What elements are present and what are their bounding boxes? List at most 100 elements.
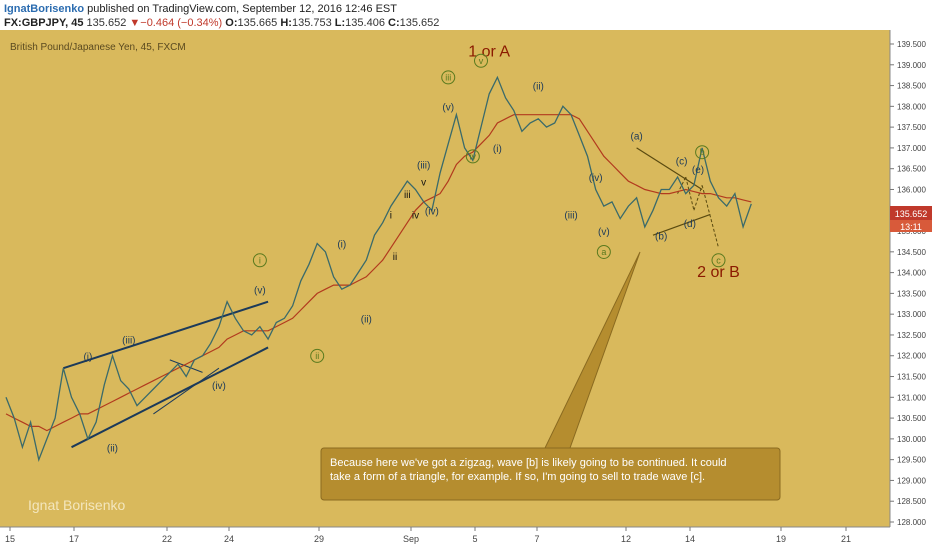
down-arrow-icon: ▼ bbox=[129, 17, 141, 29]
wave-label-minuette: (b) bbox=[655, 231, 667, 242]
y-tick-label: 129.500 bbox=[897, 456, 926, 465]
wave-circle-marker bbox=[252, 253, 267, 268]
x-tick-label: 24 bbox=[224, 534, 234, 544]
low-value: 135.406 bbox=[345, 17, 385, 29]
x-tick-label: 29 bbox=[314, 534, 324, 544]
projection-c bbox=[677, 176, 687, 194]
wave-label-minuette: (v) bbox=[598, 227, 610, 238]
plot-background bbox=[0, 30, 890, 527]
low-label: L: bbox=[334, 17, 346, 29]
wave-label-minor: ii bbox=[315, 351, 319, 361]
y-tick-label: 134.000 bbox=[897, 269, 926, 278]
symbol: FX:GBPJPY, 45 bbox=[4, 17, 84, 29]
high-value: 135.753 bbox=[291, 17, 332, 29]
y-tick-label: 130.500 bbox=[897, 414, 926, 423]
trendline-inner bbox=[153, 367, 220, 415]
wave-circle-marker bbox=[474, 53, 488, 68]
wave-circle-marker bbox=[441, 70, 456, 85]
publish-line: IgnatBorisenko published on TradingView.… bbox=[4, 3, 397, 15]
x-tick-label: 14 bbox=[685, 534, 695, 544]
wave-label-minuette: (i) bbox=[337, 240, 346, 251]
note-text: Because here we've got a zigzag, wave [b… bbox=[330, 457, 727, 483]
open-value: 135.665 bbox=[237, 17, 278, 29]
triangle-upper-line bbox=[636, 147, 703, 190]
wave-label-minuette: (iii) bbox=[417, 161, 430, 172]
x-tick-label: 19 bbox=[776, 534, 786, 544]
y-tick-label: 137.500 bbox=[897, 123, 926, 132]
wave-label-minor: i bbox=[259, 255, 261, 265]
wave-label-minuette: (d) bbox=[684, 219, 696, 230]
trendline-lower bbox=[71, 346, 269, 449]
wave-label-minuette: (v) bbox=[254, 285, 266, 296]
x-tick-label: 15 bbox=[5, 534, 15, 544]
y-tick-label: 138.000 bbox=[897, 102, 926, 111]
wave-circle-marker bbox=[596, 244, 611, 259]
y-tick-label: 136.500 bbox=[897, 165, 926, 174]
y-tick-label: 139.500 bbox=[897, 40, 926, 49]
price-change: −0.464 (−0.34%) bbox=[140, 17, 223, 29]
wave-label-minuette: (v) bbox=[442, 103, 454, 114]
y-tick-label: 129.000 bbox=[897, 476, 926, 485]
author-link[interactable]: IgnatBorisenko bbox=[4, 3, 85, 15]
published-text: published on TradingView.com, September … bbox=[87, 3, 397, 15]
wave-label-major: 2 or B bbox=[697, 264, 740, 281]
y-tick-label: 138.500 bbox=[897, 82, 926, 91]
wave-circle-marker bbox=[695, 145, 710, 160]
y-tick-label: 134.500 bbox=[897, 248, 926, 257]
wave-label-subminuette: i bbox=[390, 211, 392, 222]
wave-circle-marker bbox=[310, 348, 325, 363]
chart-header: IgnatBorisenko published on TradingView.… bbox=[0, 0, 932, 30]
high-label: H: bbox=[280, 17, 292, 29]
wave-label-minuette: (iv) bbox=[589, 173, 603, 184]
wave-label-minuette: (i) bbox=[83, 352, 92, 363]
wave-label-minuette: (ii) bbox=[107, 443, 118, 454]
wave-label-minuette: (a) bbox=[630, 132, 642, 143]
ohlc-line: FX:GBPJPY, 45 135.652 ▼−0.464 (−0.34%) O… bbox=[4, 17, 439, 29]
trendline-upper bbox=[63, 300, 269, 370]
note-callout: Because here we've got a zigzag, wave [b… bbox=[320, 251, 781, 501]
wave-label-minuette: (iv) bbox=[212, 381, 226, 392]
last-price: 135.652 bbox=[86, 17, 127, 29]
wave-label-minuette: (ii) bbox=[533, 82, 544, 93]
x-tick-label: 17 bbox=[69, 534, 79, 544]
wave-label-subminuette: ii bbox=[393, 252, 397, 263]
countdown-tag-text: 13:11 bbox=[900, 222, 922, 232]
open-label: O: bbox=[225, 17, 238, 29]
y-tick-label: 132.000 bbox=[897, 352, 926, 361]
countdown-tag bbox=[890, 220, 932, 232]
wave-label-subminuette: iv bbox=[412, 211, 419, 222]
wave-label-major: 1 or A bbox=[468, 43, 510, 60]
projection-wave-c bbox=[701, 185, 719, 248]
price-chart[interactable]: British Pound/Japanese Yen, 45, FXCM Ign… bbox=[0, 30, 932, 550]
wave-label-subminuette: v bbox=[421, 177, 426, 188]
trendline-inner-2 bbox=[169, 359, 203, 373]
y-tick-label: 128.500 bbox=[897, 497, 926, 506]
x-tick-label: 5 bbox=[472, 534, 477, 544]
y-tick-label: 137.000 bbox=[897, 144, 926, 153]
y-tick-label: 128.000 bbox=[897, 518, 926, 527]
price-line bbox=[5, 75, 752, 462]
y-tick-label: 139.000 bbox=[897, 61, 926, 70]
wave-circle-marker bbox=[711, 253, 726, 268]
wave-label-minor: b bbox=[700, 147, 705, 157]
last-price-tag bbox=[890, 206, 932, 220]
y-tick-label: 131.500 bbox=[897, 373, 926, 382]
watermark: Ignat Borisenko bbox=[28, 497, 125, 513]
price-axis[interactable] bbox=[890, 30, 932, 550]
wave-circle-marker bbox=[465, 149, 480, 164]
last-price-tag-text: 135.652 bbox=[895, 209, 928, 219]
time-axis[interactable] bbox=[0, 527, 890, 550]
projection-e bbox=[693, 185, 703, 211]
x-tick-label: 21 bbox=[841, 534, 851, 544]
y-tick-label: 130.000 bbox=[897, 435, 926, 444]
close-label: C: bbox=[388, 17, 400, 29]
wave-label-minor: iv bbox=[470, 151, 477, 161]
wave-label-minuette: (e) bbox=[692, 165, 704, 176]
wave-label-minuette: (iii) bbox=[564, 211, 577, 222]
y-tick-label: 136.000 bbox=[897, 185, 926, 194]
x-tick-label: 12 bbox=[621, 534, 631, 544]
y-tick-label: 131.000 bbox=[897, 393, 926, 402]
wave-label-minor: c bbox=[716, 255, 721, 265]
wave-label-minuette: (i) bbox=[493, 144, 502, 155]
y-tick-label: 133.000 bbox=[897, 310, 926, 319]
